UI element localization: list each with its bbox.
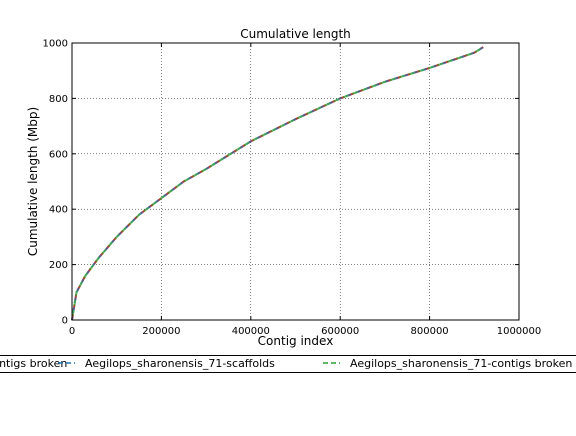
y-axis-label: Cumulative length (Mbp) <box>26 107 40 256</box>
chart-title: Cumulative length <box>240 27 351 41</box>
y-tick-label: 600 <box>49 149 68 160</box>
x-tick-label: 1000000 <box>497 326 542 337</box>
legend-label-2: Aegilops_sharonensis_71-scaffolds <box>85 357 275 370</box>
y-axis-ticks: 0 200 400 600 800 1000 <box>43 39 519 327</box>
y-tick-label: 1000 <box>43 39 68 50</box>
y-tick-label: 400 <box>49 205 68 216</box>
legend-label-1: Aegilops_sharonensis_71-contigs broken <box>0 357 67 370</box>
series-line-1 <box>72 47 483 320</box>
y-tick-label: 800 <box>49 94 68 105</box>
series-line-3 <box>72 47 483 320</box>
series-line-2 <box>72 47 483 320</box>
x-axis-label: Contig index <box>258 334 334 348</box>
plot-area-frame <box>72 43 519 320</box>
y-tick-label: 200 <box>49 260 68 271</box>
x-axis-ticks: 0 200000 400000 600000 800000 1000000 <box>69 43 541 337</box>
y-tick-label: 0 <box>62 316 68 327</box>
x-tick-label: 800000 <box>411 326 449 337</box>
series-lines <box>72 47 483 320</box>
grid-lines <box>72 43 519 320</box>
x-tick-label: 0 <box>69 326 75 337</box>
x-tick-label: 200000 <box>142 326 180 337</box>
legend-label-3: Aegilops_sharonensis_71-contigs broken <box>350 357 572 370</box>
legend: Aegilops_sharonensis_71-contigs broken Ae… <box>0 356 576 373</box>
